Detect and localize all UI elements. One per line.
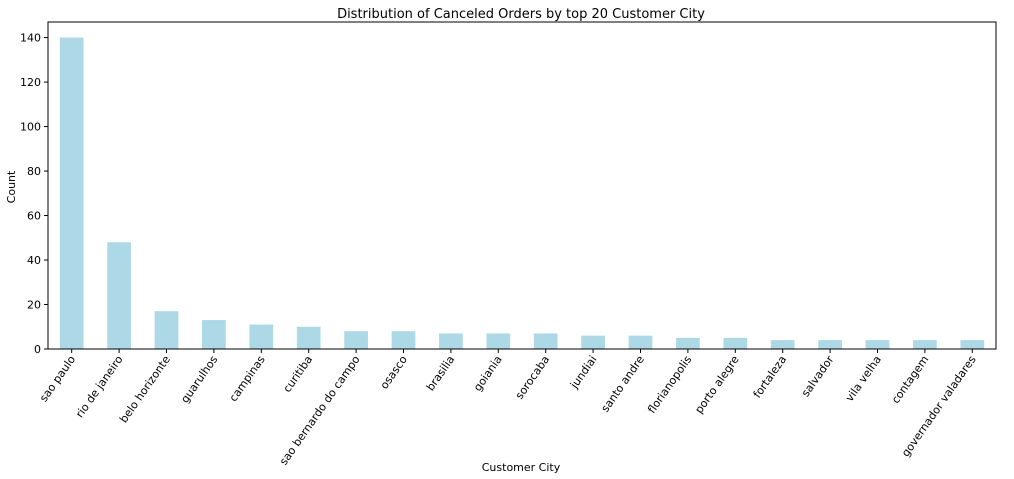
bar	[628, 335, 653, 349]
x-tick-label: sorocaba	[513, 353, 552, 401]
x-tick-label: sao bernardo do campo	[277, 353, 363, 468]
bar	[296, 326, 321, 349]
y-tick-label: 80	[27, 165, 41, 178]
bar	[107, 242, 131, 349]
x-tick-label: belo horizonte	[117, 353, 173, 425]
x-tick-label: guarulhos	[178, 353, 220, 405]
bar	[154, 311, 179, 349]
x-tick-label: sao paulo	[37, 353, 78, 404]
x-tick-label: santo andre	[599, 353, 647, 414]
bar	[202, 320, 226, 349]
y-tick-label: 40	[27, 254, 41, 267]
y-tick-label: 0	[34, 343, 41, 356]
bar	[581, 335, 605, 349]
x-axis-label: Customer City	[482, 461, 561, 474]
bar	[865, 340, 890, 349]
bar	[723, 337, 748, 349]
bar	[249, 324, 274, 349]
bar	[344, 331, 368, 349]
y-tick-label: 120	[20, 76, 41, 89]
bar	[960, 340, 985, 349]
x-tick-label: porto alegre	[692, 353, 741, 416]
x-tick-label: fortaleza	[751, 353, 789, 400]
x-tick-label: rio de janeiro	[73, 353, 125, 420]
x-tick-label: goiania	[471, 353, 505, 393]
x-tick-label: jundiai	[567, 353, 599, 391]
bar	[59, 37, 84, 349]
x-tick-label: campinas	[227, 353, 268, 404]
y-axis-label: Count	[5, 170, 18, 203]
bar	[770, 340, 795, 349]
y-tick-label: 100	[20, 121, 41, 134]
x-tick-label: florianopolis	[645, 353, 694, 416]
x-tick-label: contagem	[889, 353, 931, 406]
bar	[676, 337, 700, 349]
axes-frame	[47, 21, 997, 350]
bar	[439, 333, 463, 349]
bar	[391, 331, 416, 349]
x-tick-label: brasilia	[424, 353, 458, 393]
y-tick-label: 60	[27, 210, 41, 223]
bar	[913, 340, 937, 349]
chart-title: Distribution of Canceled Orders by top 2…	[337, 7, 705, 22]
x-tick-label: curitiba	[281, 353, 316, 395]
bar	[533, 333, 558, 349]
bar	[486, 333, 511, 349]
x-tick-label: osasco	[378, 353, 410, 392]
x-tick-label: vila velha	[843, 353, 884, 404]
bar	[818, 340, 842, 349]
y-tick-label: 20	[27, 299, 41, 312]
y-tick-label: 140	[20, 32, 41, 45]
x-tick-label: salvador	[799, 353, 837, 399]
